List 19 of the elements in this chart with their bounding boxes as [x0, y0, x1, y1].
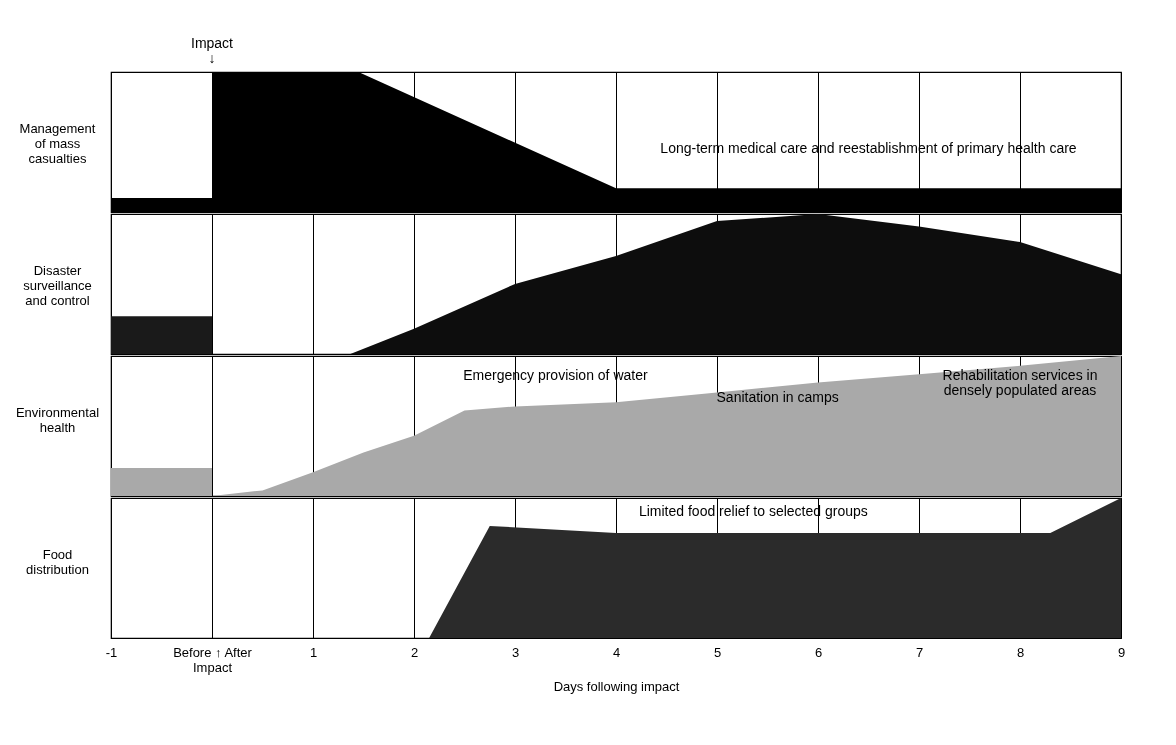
x-tick-label: 2: [410, 644, 419, 660]
x-tick-label: 6: [814, 644, 823, 660]
x-tick-label: 1: [309, 644, 318, 660]
x-tick-label: Before ↑ After Impact: [173, 644, 253, 675]
annotation: Rehabilitation services in densely populated areas: [942, 366, 1098, 398]
text: Impact ↓: [190, 35, 234, 66]
x-tick-label: 7: [915, 644, 924, 660]
x-tick-label: 8: [1016, 644, 1025, 660]
y-axis-title: Environmental health: [15, 404, 100, 435]
x-tick-label: 3: [511, 644, 520, 660]
x-tick-label: -1: [105, 644, 118, 660]
y-axis-title: Management of mass casualties: [19, 120, 96, 166]
annotation: Sanitation in camps: [716, 389, 839, 405]
y-axis-title: Food distribution: [26, 546, 89, 577]
x-tick-label: 4: [612, 644, 621, 660]
x-axis-title: Days following impact: [553, 678, 680, 694]
x-tick-label: 5: [713, 644, 722, 660]
x-tick-label: 9: [1117, 644, 1126, 660]
y-axis-title: Disaster surveillance and control: [23, 262, 92, 308]
